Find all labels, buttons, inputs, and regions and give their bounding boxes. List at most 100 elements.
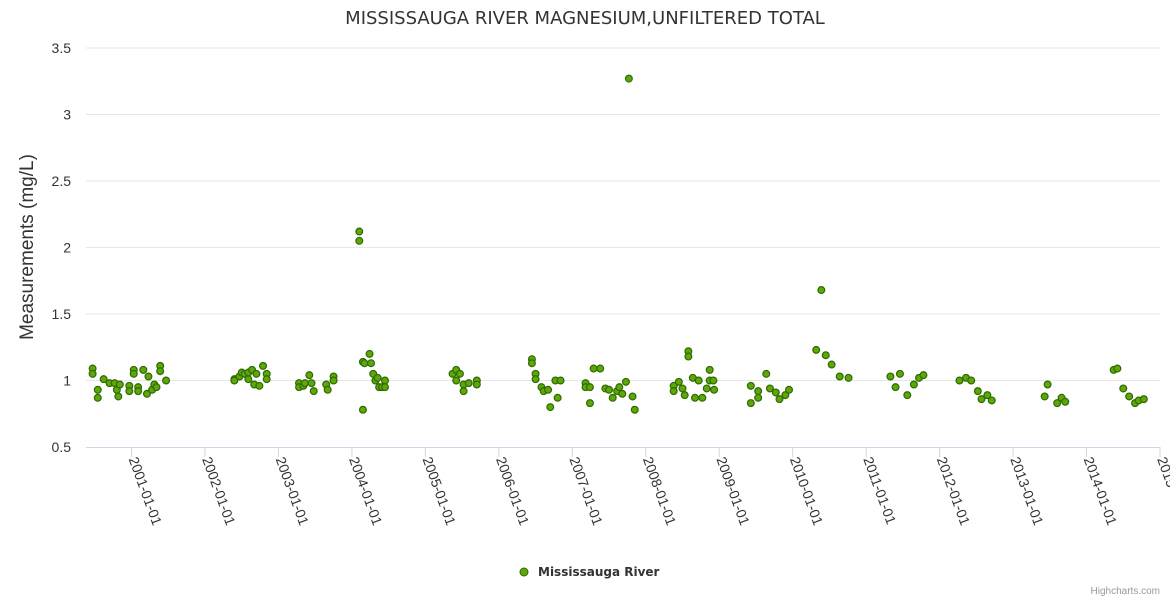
data-point[interactable] <box>678 384 687 393</box>
data-point[interactable] <box>762 369 771 378</box>
data-point[interactable] <box>380 383 389 392</box>
data-point[interactable] <box>624 74 633 83</box>
data-point[interactable] <box>373 373 382 382</box>
data-point[interactable] <box>329 376 338 385</box>
data-point[interactable] <box>556 376 565 385</box>
data-point[interactable] <box>358 405 367 414</box>
data-point[interactable] <box>817 286 826 295</box>
data-point[interactable] <box>710 385 719 394</box>
data-point[interactable] <box>746 399 755 408</box>
data-point[interactable] <box>134 387 143 396</box>
data-point[interactable] <box>895 369 904 378</box>
data-point[interactable] <box>365 349 374 358</box>
data-point[interactable] <box>785 385 794 394</box>
data-point[interactable] <box>1040 392 1049 401</box>
data-point[interactable] <box>455 369 464 378</box>
data-point[interactable] <box>977 395 986 404</box>
data-point[interactable] <box>546 403 555 412</box>
data-point[interactable] <box>115 380 124 389</box>
data-point[interactable] <box>628 392 637 401</box>
data-point[interactable] <box>705 365 714 374</box>
data-point[interactable] <box>114 392 123 401</box>
data-point[interactable] <box>355 236 364 245</box>
legend[interactable]: Mississauga River <box>519 565 660 579</box>
data-point[interactable] <box>1053 399 1062 408</box>
data-point[interactable] <box>615 383 624 392</box>
data-point[interactable] <box>152 383 161 392</box>
data-point[interactable] <box>596 364 605 373</box>
data-point[interactable] <box>309 387 318 396</box>
data-point[interactable] <box>605 385 614 394</box>
data-point[interactable] <box>694 376 703 385</box>
data-point[interactable] <box>93 393 102 402</box>
data-point[interactable] <box>955 376 964 385</box>
data-point[interactable] <box>903 391 912 400</box>
data-point[interactable] <box>608 393 617 402</box>
data-point[interactable] <box>367 359 376 368</box>
data-point[interactable] <box>162 376 171 385</box>
data-point[interactable] <box>919 371 928 380</box>
data-point[interactable] <box>967 376 976 385</box>
data-point[interactable] <box>827 360 836 369</box>
data-point[interactable] <box>891 383 900 392</box>
data-point[interactable] <box>1119 384 1128 393</box>
data-point[interactable] <box>812 345 821 354</box>
data-point[interactable] <box>886 372 895 381</box>
data-point[interactable] <box>305 371 314 380</box>
data-point[interactable] <box>144 372 153 381</box>
data-point[interactable] <box>142 389 151 398</box>
data-point[interactable] <box>255 381 264 390</box>
data-point[interactable] <box>156 367 165 376</box>
data-point[interactable] <box>684 352 693 361</box>
data-point[interactable] <box>139 365 148 374</box>
data-point[interactable] <box>781 391 790 400</box>
data-point[interactable] <box>459 387 468 396</box>
credits-link[interactable]: Highcharts.com <box>1091 586 1160 597</box>
data-point[interactable] <box>821 351 830 360</box>
data-point[interactable] <box>262 375 271 384</box>
data-point[interactable] <box>746 381 755 390</box>
data-point[interactable] <box>93 385 102 394</box>
data-point[interactable] <box>680 391 689 400</box>
data-point[interactable] <box>1139 395 1148 404</box>
data-point[interactable] <box>698 393 707 402</box>
data-point[interactable] <box>129 369 138 378</box>
data-point[interactable] <box>585 399 594 408</box>
data-point[interactable] <box>244 375 253 384</box>
data-point[interactable] <box>630 405 639 414</box>
data-point[interactable] <box>775 395 784 404</box>
data-point[interactable] <box>323 385 332 394</box>
data-point[interactable] <box>472 380 481 389</box>
data-point[interactable] <box>835 372 844 381</box>
data-point[interactable] <box>909 380 918 389</box>
data-point[interactable] <box>702 384 711 393</box>
data-point[interactable] <box>844 373 853 382</box>
data-point[interactable] <box>754 393 763 402</box>
data-point[interactable] <box>300 379 309 388</box>
data-point[interactable] <box>452 376 461 385</box>
data-point[interactable] <box>527 359 536 368</box>
data-point[interactable] <box>771 388 780 397</box>
data-point[interactable] <box>355 227 364 236</box>
data-point[interactable] <box>531 375 540 384</box>
data-point[interactable] <box>464 379 473 388</box>
data-point[interactable] <box>125 387 134 396</box>
data-point[interactable] <box>765 384 774 393</box>
data-point[interactable] <box>99 375 108 384</box>
data-point[interactable] <box>553 393 562 402</box>
data-point[interactable] <box>674 377 683 386</box>
data-point[interactable] <box>380 376 389 385</box>
data-point[interactable] <box>669 387 678 396</box>
data-point[interactable] <box>1043 380 1052 389</box>
data-point[interactable] <box>307 379 316 388</box>
data-point[interactable] <box>690 393 699 402</box>
data-point[interactable] <box>585 383 594 392</box>
data-point[interactable] <box>544 385 553 394</box>
data-point[interactable] <box>709 376 718 385</box>
data-point[interactable] <box>230 376 239 385</box>
data-point[interactable] <box>754 387 763 396</box>
data-point[interactable] <box>88 369 97 378</box>
data-point[interactable] <box>987 396 996 405</box>
data-point[interactable] <box>589 364 598 373</box>
data-point[interactable] <box>618 389 627 398</box>
